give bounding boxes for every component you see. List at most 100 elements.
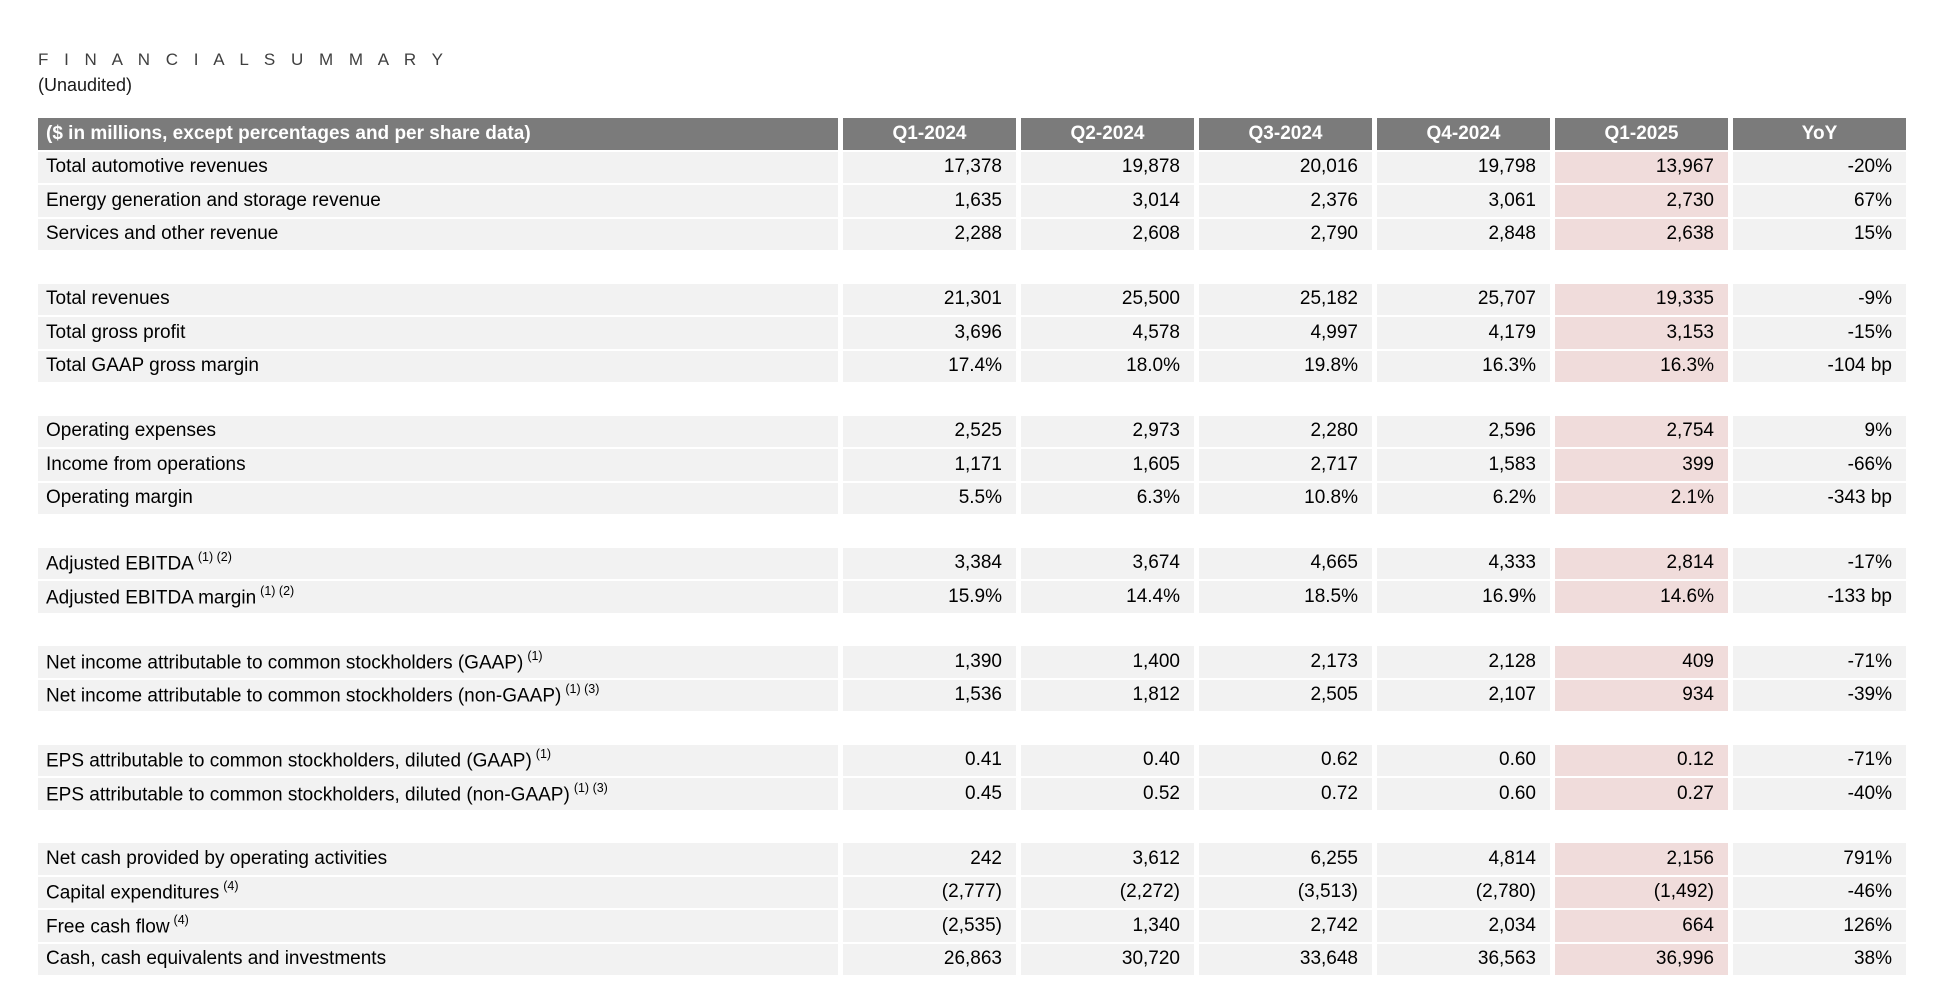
footnote-ref: (1) (3) <box>573 780 608 795</box>
cell: 25,707 <box>1377 283 1550 315</box>
row-label: Adjusted EBITDA margin (1) (2) <box>38 581 838 613</box>
cell: 0.72 <box>1199 778 1372 810</box>
spacer-row <box>38 252 1906 282</box>
cell-highlight: 19,335 <box>1555 283 1728 315</box>
row-label-text: Adjusted EBITDA <box>46 553 194 575</box>
cell: 0.60 <box>1377 778 1550 810</box>
table-row: Total gross profit 3,696 4,578 4,997 4,179 3,… <box>38 317 1906 349</box>
col-header-yoy: YoY <box>1733 118 1906 150</box>
row-label: Operating expenses <box>38 415 838 447</box>
cell: 2,596 <box>1377 415 1550 447</box>
cell: 3,674 <box>1021 547 1194 579</box>
table-row: Total revenues 21,301 25,500 25,182 25,707 19… <box>38 283 1906 315</box>
spacer-cell <box>38 615 1906 645</box>
cell: 2,128 <box>1377 646 1550 678</box>
row-label-text: Net income attributable to common stockh… <box>46 685 562 707</box>
spacer-cell <box>38 713 1906 743</box>
cell: 2,107 <box>1377 679 1550 711</box>
footnote-ref: (1) (2) <box>260 583 295 598</box>
cell: 17.4% <box>843 350 1016 382</box>
cell: 14.4% <box>1021 581 1194 613</box>
cell: 33,648 <box>1199 943 1372 975</box>
row-label-text: Total gross profit <box>46 321 186 343</box>
table-row: Total GAAP gross margin 17.4% 18.0% 19.8% 16… <box>38 350 1906 382</box>
cell: (2,272) <box>1021 876 1194 908</box>
cell: 5.5% <box>843 482 1016 514</box>
row-label: Services and other revenue <box>38 218 838 250</box>
cell-highlight: 399 <box>1555 449 1728 481</box>
units-note-header: ($ in millions, except percentages and p… <box>38 118 838 150</box>
row-label: Net income attributable to common stockh… <box>38 646 838 678</box>
cell: -71% <box>1733 646 1906 678</box>
cell: -9% <box>1733 283 1906 315</box>
cell-highlight: 0.27 <box>1555 778 1728 810</box>
footnote-ref: (1) (2) <box>197 550 232 565</box>
row-label-text: Cash, cash equivalents and investments <box>46 948 387 970</box>
row-label-text: Total revenues <box>46 288 170 310</box>
cell: 1,400 <box>1021 646 1194 678</box>
row-label: Operating margin <box>38 482 838 514</box>
cell: 0.45 <box>843 778 1016 810</box>
spacer-row <box>38 384 1906 414</box>
table-header: ($ in millions, except percentages and p… <box>38 118 1906 150</box>
cell: 6,255 <box>1199 843 1372 875</box>
cell-highlight: 2.1% <box>1555 482 1728 514</box>
cell: 3,612 <box>1021 843 1194 875</box>
table-row: Net income attributable to common stockh… <box>38 679 1906 711</box>
cell: 2,376 <box>1199 185 1372 217</box>
row-label: Net cash provided by operating activitie… <box>38 843 838 875</box>
cell: -39% <box>1733 679 1906 711</box>
row-label-text: Net cash provided by operating activitie… <box>46 847 388 869</box>
cell: 30,720 <box>1021 943 1194 975</box>
cell: -104 bp <box>1733 350 1906 382</box>
row-label: Adjusted EBITDA (1) (2) <box>38 547 838 579</box>
row-label: Cash, cash equivalents and investments <box>38 943 838 975</box>
cell-highlight: 36,996 <box>1555 943 1728 975</box>
cell: 19,878 <box>1021 151 1194 183</box>
spacer-cell <box>38 516 1906 546</box>
cell-highlight: 2,638 <box>1555 218 1728 250</box>
cell: 2,790 <box>1199 218 1372 250</box>
cell: 1,812 <box>1021 679 1194 711</box>
spacer-row <box>38 516 1906 546</box>
cell: 18.5% <box>1199 581 1372 613</box>
cell-highlight: 2,730 <box>1555 185 1728 217</box>
cell: 2,288 <box>843 218 1016 250</box>
table-row: Income from operations 1,171 1,605 2,717 1,5… <box>38 449 1906 481</box>
row-label: EPS attributable to common stockholders,… <box>38 778 838 810</box>
cell: 3,696 <box>843 317 1016 349</box>
cell: 1,171 <box>843 449 1016 481</box>
spacer-cell <box>38 384 1906 414</box>
row-label-text: Free cash flow <box>46 915 170 937</box>
cell: 2,525 <box>843 415 1016 447</box>
row-label-text: EPS attributable to common stockholders,… <box>46 750 532 772</box>
col-header-q1-2025: Q1-2025 <box>1555 118 1728 150</box>
cell: -20% <box>1733 151 1906 183</box>
row-label-text: Total GAAP gross margin <box>46 355 259 377</box>
spacer-cell <box>38 252 1906 282</box>
cell: 9% <box>1733 415 1906 447</box>
row-label-text: Adjusted EBITDA margin <box>46 586 257 608</box>
cell: (3,513) <box>1199 876 1372 908</box>
cell: 19.8% <box>1199 350 1372 382</box>
cell: 0.41 <box>843 744 1016 776</box>
cell: 38% <box>1733 943 1906 975</box>
cell-highlight: 14.6% <box>1555 581 1728 613</box>
row-label-text: Operating margin <box>46 487 193 509</box>
footnote-ref: (4) <box>223 879 239 894</box>
cell: 67% <box>1733 185 1906 217</box>
cell: 791% <box>1733 843 1906 875</box>
cell: 1,583 <box>1377 449 1550 481</box>
financial-summary-table: ($ in millions, except percentages and p… <box>33 116 1911 977</box>
table-row: Operating expenses 2,525 2,973 2,280 2,596 2,… <box>38 415 1906 447</box>
cell: 0.40 <box>1021 744 1194 776</box>
cell: -133 bp <box>1733 581 1906 613</box>
cell: 3,061 <box>1377 185 1550 217</box>
cell: 2,742 <box>1199 910 1372 942</box>
cell: -46% <box>1733 876 1906 908</box>
cell: 4,578 <box>1021 317 1194 349</box>
row-label: Capital expenditures (4) <box>38 876 838 908</box>
cell: 17,378 <box>843 151 1016 183</box>
cell: (2,777) <box>843 876 1016 908</box>
cell-highlight: 0.12 <box>1555 744 1728 776</box>
